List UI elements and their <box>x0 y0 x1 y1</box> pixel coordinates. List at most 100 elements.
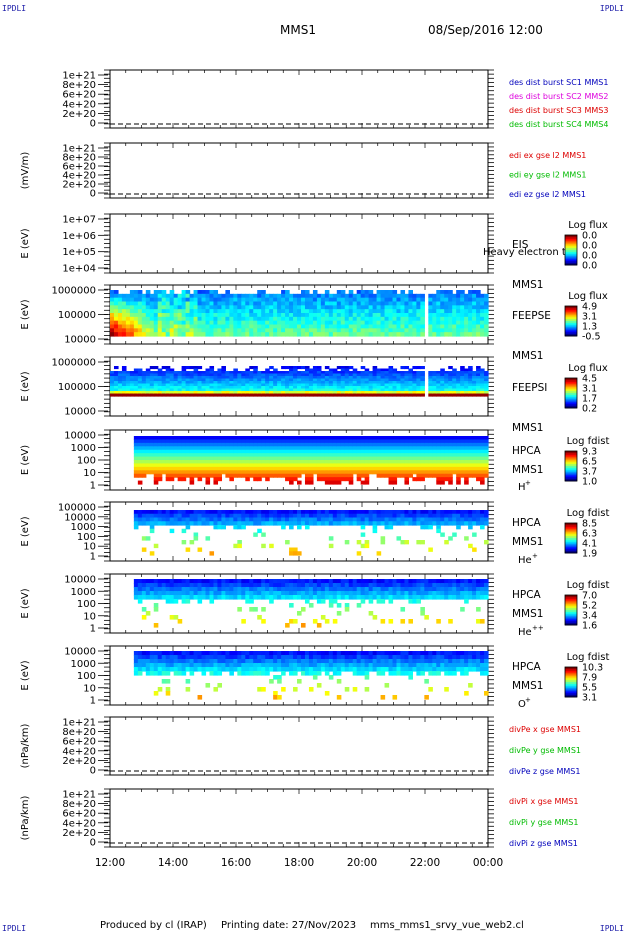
spectro-cell <box>265 383 270 387</box>
spectro-cell <box>273 391 278 395</box>
spectro-cell <box>273 328 278 333</box>
spectro-cell <box>213 583 219 588</box>
spectro-cell <box>368 599 374 604</box>
y-tick-label: 100 <box>77 456 96 467</box>
spectro-cell <box>372 297 378 303</box>
y-tick-label: 10000 <box>64 407 96 418</box>
spectro-cell <box>149 453 155 458</box>
spectro-cell <box>285 386 290 390</box>
spectro-cell <box>372 328 378 333</box>
spectro-cell <box>440 436 445 441</box>
spectro-cell <box>400 587 406 592</box>
spectro-cell <box>388 371 394 375</box>
spectro-cell <box>396 297 402 303</box>
spectro-cell <box>145 297 151 303</box>
y-tick-label: 8e+20 <box>62 153 96 164</box>
spectro-cell <box>165 388 171 392</box>
spectro-cell <box>110 290 115 295</box>
spectro-cell <box>372 383 378 387</box>
spectro-cell <box>388 510 394 515</box>
spectro-cell <box>141 513 147 519</box>
spectro-cell <box>316 470 322 475</box>
spectro-cell <box>217 332 223 337</box>
spectro-cell <box>484 381 489 385</box>
spectro-cell <box>189 463 195 468</box>
spectro-cell <box>153 446 159 451</box>
spectro-cell <box>384 371 390 375</box>
spectro-cell <box>189 453 195 458</box>
spectro-cell <box>400 453 406 458</box>
spectro-cell <box>464 456 469 461</box>
spectro-cell <box>161 466 167 471</box>
spectro-cell <box>340 393 346 397</box>
spectro-cell <box>281 517 286 522</box>
spectro-cell <box>173 297 179 303</box>
spectro-cell <box>372 293 378 299</box>
spectro-cell <box>364 540 370 545</box>
spectro-cell <box>432 381 437 385</box>
spectro-cell <box>344 324 350 329</box>
spectro-cell <box>316 442 322 447</box>
spectro-cell <box>420 309 425 314</box>
spectro-cell <box>281 309 286 314</box>
spectro-cell <box>213 510 219 515</box>
spectro-cell <box>205 470 211 475</box>
spectro-cell <box>141 376 147 380</box>
spectro-cell <box>396 579 402 584</box>
spectro-cell <box>324 371 330 375</box>
spectro-cell <box>237 371 242 375</box>
spectro-cell <box>364 320 370 326</box>
spectro-cell <box>380 510 386 515</box>
spectro-cell <box>456 473 461 478</box>
spectro-cell <box>253 463 258 468</box>
spectro-cell <box>436 470 441 475</box>
spectro-cell <box>297 595 302 600</box>
spectro-cell <box>304 513 310 519</box>
spectro-cell <box>300 607 306 612</box>
spectro-cell <box>289 439 294 444</box>
spectro-cell <box>464 376 469 380</box>
spectro-cell <box>340 470 346 475</box>
spectro-cell <box>141 466 147 471</box>
spectro-cell <box>360 480 366 485</box>
spectro-cell <box>420 446 425 451</box>
spectro-cell <box>209 391 215 395</box>
spectro-cell <box>245 388 250 392</box>
spectro-cell <box>233 383 238 387</box>
spectro-cell <box>257 521 262 526</box>
spectro-cell <box>384 383 390 387</box>
spectro-cell <box>428 381 433 385</box>
spectro-cell <box>476 383 481 387</box>
spectro-cell <box>197 517 203 522</box>
spectro-cell <box>364 381 370 385</box>
spectro-cell <box>233 309 238 314</box>
spectro-cell <box>440 470 445 475</box>
spectro-cell <box>312 579 318 584</box>
spectro-cell <box>368 290 374 295</box>
spectro-cell <box>125 373 131 377</box>
spectro-cell <box>376 446 382 451</box>
spectro-cell <box>308 583 314 588</box>
corner-tag-top-left: IPDLI <box>2 4 27 13</box>
colorbar-cell <box>565 475 577 478</box>
spectro-cell <box>420 391 425 395</box>
spectro-cell <box>344 376 350 380</box>
spectro-cell <box>428 463 433 468</box>
spectro-cell <box>137 466 143 471</box>
spectro-cell <box>117 371 123 375</box>
spectro-cell <box>229 386 234 390</box>
spectro-cell <box>269 521 274 526</box>
spectro-cell <box>257 386 262 390</box>
spectro-cell <box>205 579 211 584</box>
spectro-cell <box>364 543 370 549</box>
spectro-cell <box>257 583 262 588</box>
spectro-cell <box>336 313 342 318</box>
spectro-cell <box>304 446 310 451</box>
spectro-cell <box>452 316 457 322</box>
spectro-cell <box>261 378 266 382</box>
spectro-cell <box>428 301 433 306</box>
spectro-cell <box>185 579 191 584</box>
spectro-cell <box>476 320 481 326</box>
spectro-cell <box>137 470 143 475</box>
spectro-cell <box>404 388 410 392</box>
